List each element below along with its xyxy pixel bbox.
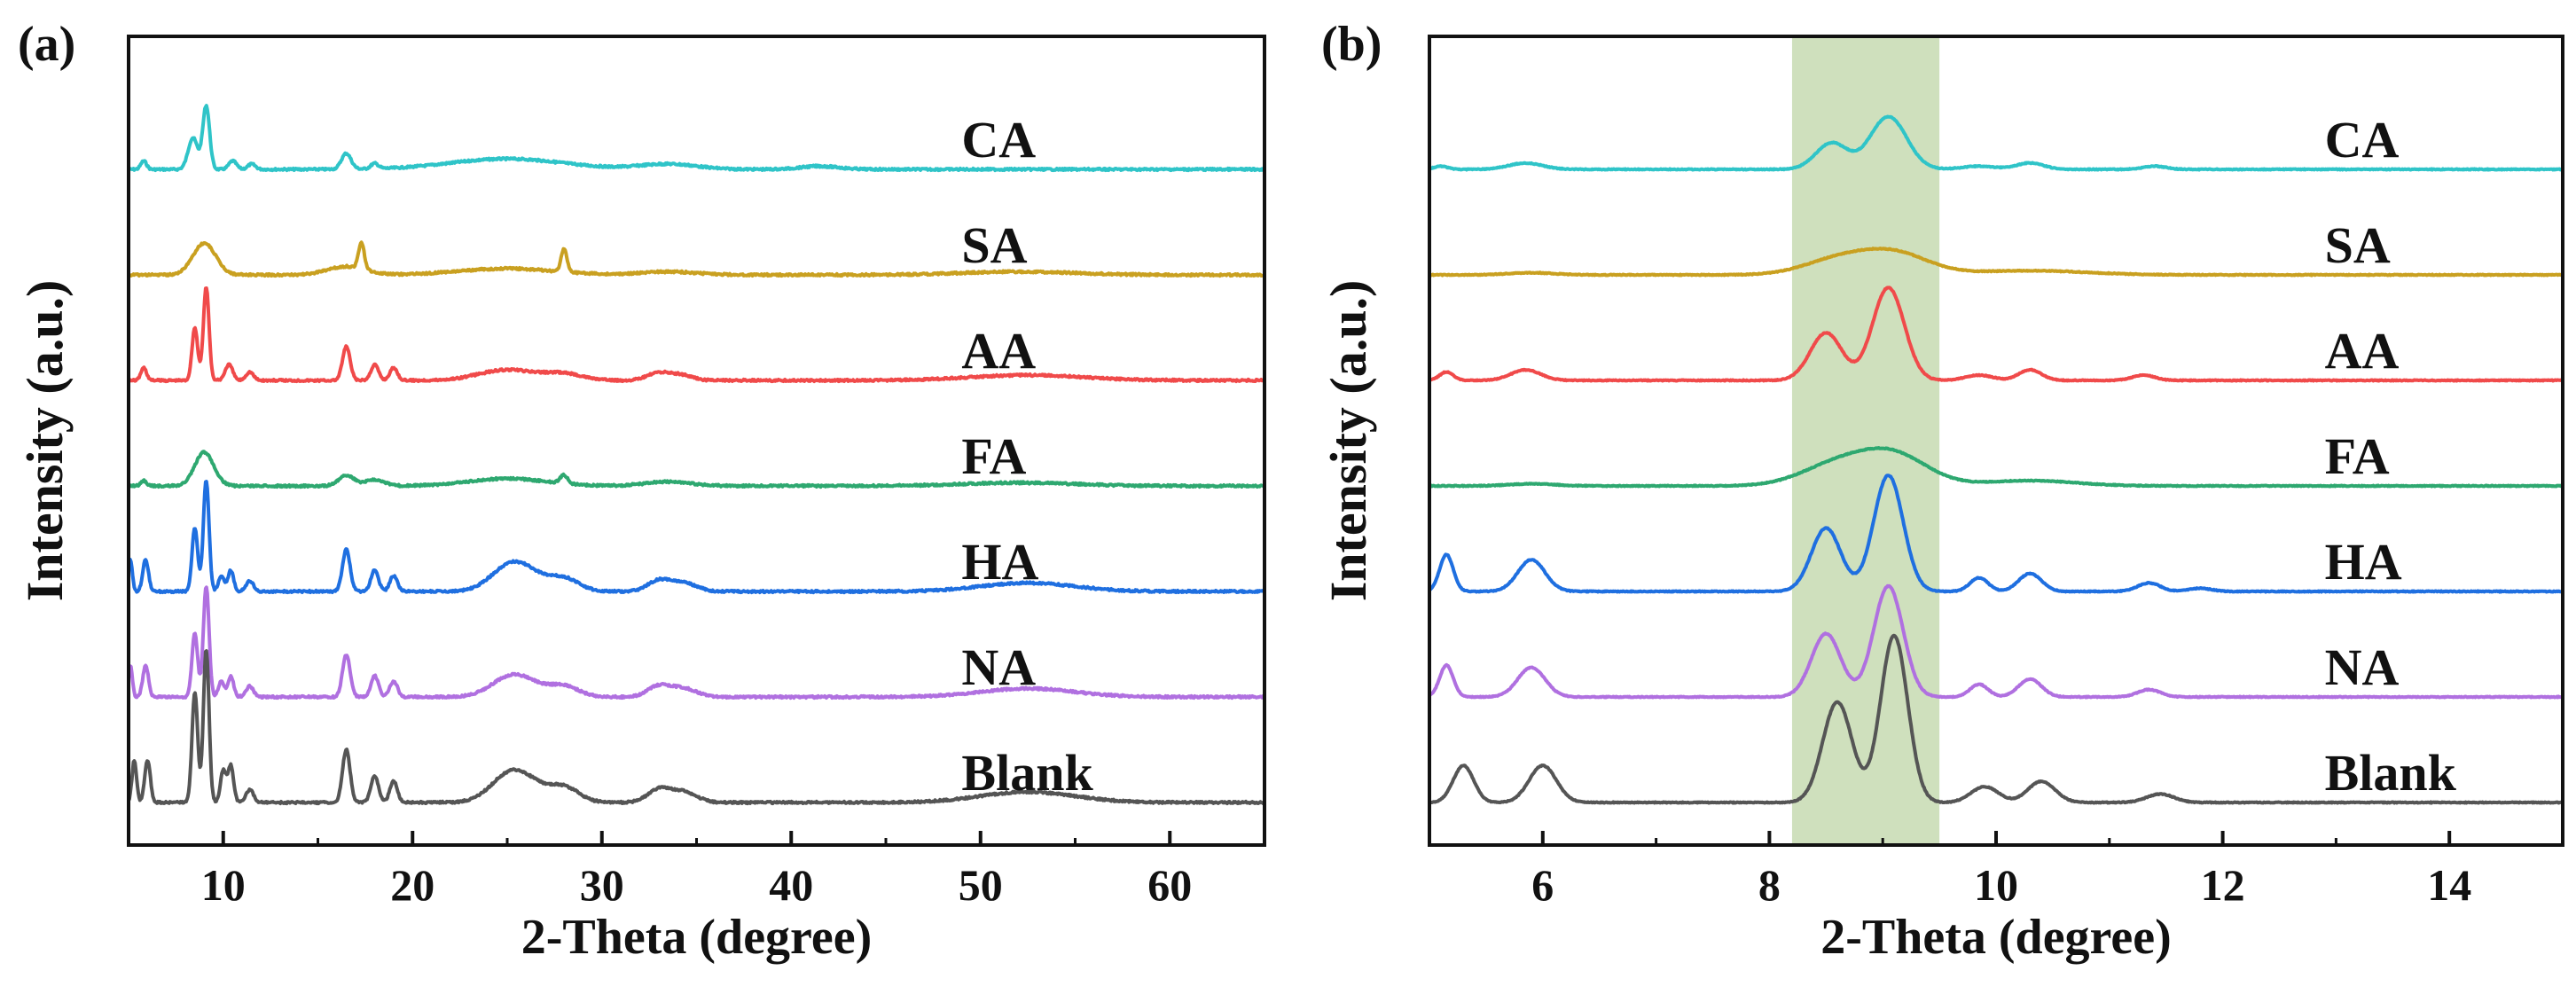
x-tick-label: 50	[959, 860, 1003, 910]
series-label-ha: HA	[2325, 533, 2402, 591]
series-label-na: NA	[961, 638, 1036, 696]
series-line-na	[127, 585, 1266, 701]
series-label-ca: CA	[961, 111, 1036, 168]
series-line-aa	[127, 286, 1266, 384]
x-tick-label: 8	[1758, 860, 1781, 910]
panel-label: (a)	[18, 17, 75, 72]
panel-a: CA SA AA FA HA NA Blank 10 20 30 40 50 60 2-Theta (de…	[16, 17, 1266, 965]
series-label-blank: Blank	[961, 744, 1093, 802]
panel-label: (b)	[1321, 17, 1382, 72]
series-label-ha: HA	[961, 533, 1038, 591]
series-label-fa: FA	[961, 427, 1026, 485]
series-label-aa: AA	[2325, 322, 2400, 380]
x-tick-label: 10	[1974, 860, 2018, 910]
x-axis-title: 2-Theta (degree)	[1820, 910, 2172, 965]
series-label-fa: FA	[2325, 427, 2390, 485]
series-line-ca	[127, 104, 1266, 173]
series-line-ha	[1428, 474, 2564, 594]
series-line-ca	[1428, 114, 2564, 172]
x-tick-label: 10	[201, 860, 246, 910]
x-tick-label: 20	[390, 860, 435, 910]
series-label-ca: CA	[2325, 111, 2400, 168]
highlight-band	[1791, 36, 1940, 845]
series-line-aa	[1428, 286, 2564, 383]
series-label-na: NA	[2325, 638, 2400, 696]
series-label-sa: SA	[961, 216, 1027, 274]
x-tick-label: 14	[2427, 860, 2471, 910]
y-axis-title: Intensity (a.u.)	[1319, 280, 1377, 602]
x-tick-label: 60	[1147, 860, 1192, 910]
x-tick-label: 40	[769, 860, 813, 910]
x-tick-label: 30	[580, 860, 624, 910]
series-line-sa	[1428, 247, 2564, 278]
panel-b: CA SA AA FA HA NA Blank 6 8 10 12 14 2-Theta (degree…	[1319, 17, 2564, 965]
series-label-sa: SA	[2325, 216, 2391, 274]
x-axis-title: 2-Theta (degree)	[521, 910, 873, 965]
series-line-blank	[1428, 633, 2564, 805]
y-axis-title: Intensity (a.u.)	[16, 280, 74, 602]
x-tick-label: 6	[1531, 860, 1554, 910]
series-line-sa	[127, 240, 1266, 278]
series-line-blank	[127, 649, 1266, 806]
series-label-aa: AA	[961, 322, 1036, 380]
series-label-blank: Blank	[2325, 744, 2457, 802]
x-tick-label: 12	[2201, 860, 2245, 910]
series-line-na	[1428, 583, 2564, 700]
plot-frame	[127, 35, 1266, 847]
series-line-fa	[127, 450, 1266, 489]
series-line-ha	[127, 480, 1266, 595]
series-line-fa	[1428, 446, 2564, 489]
